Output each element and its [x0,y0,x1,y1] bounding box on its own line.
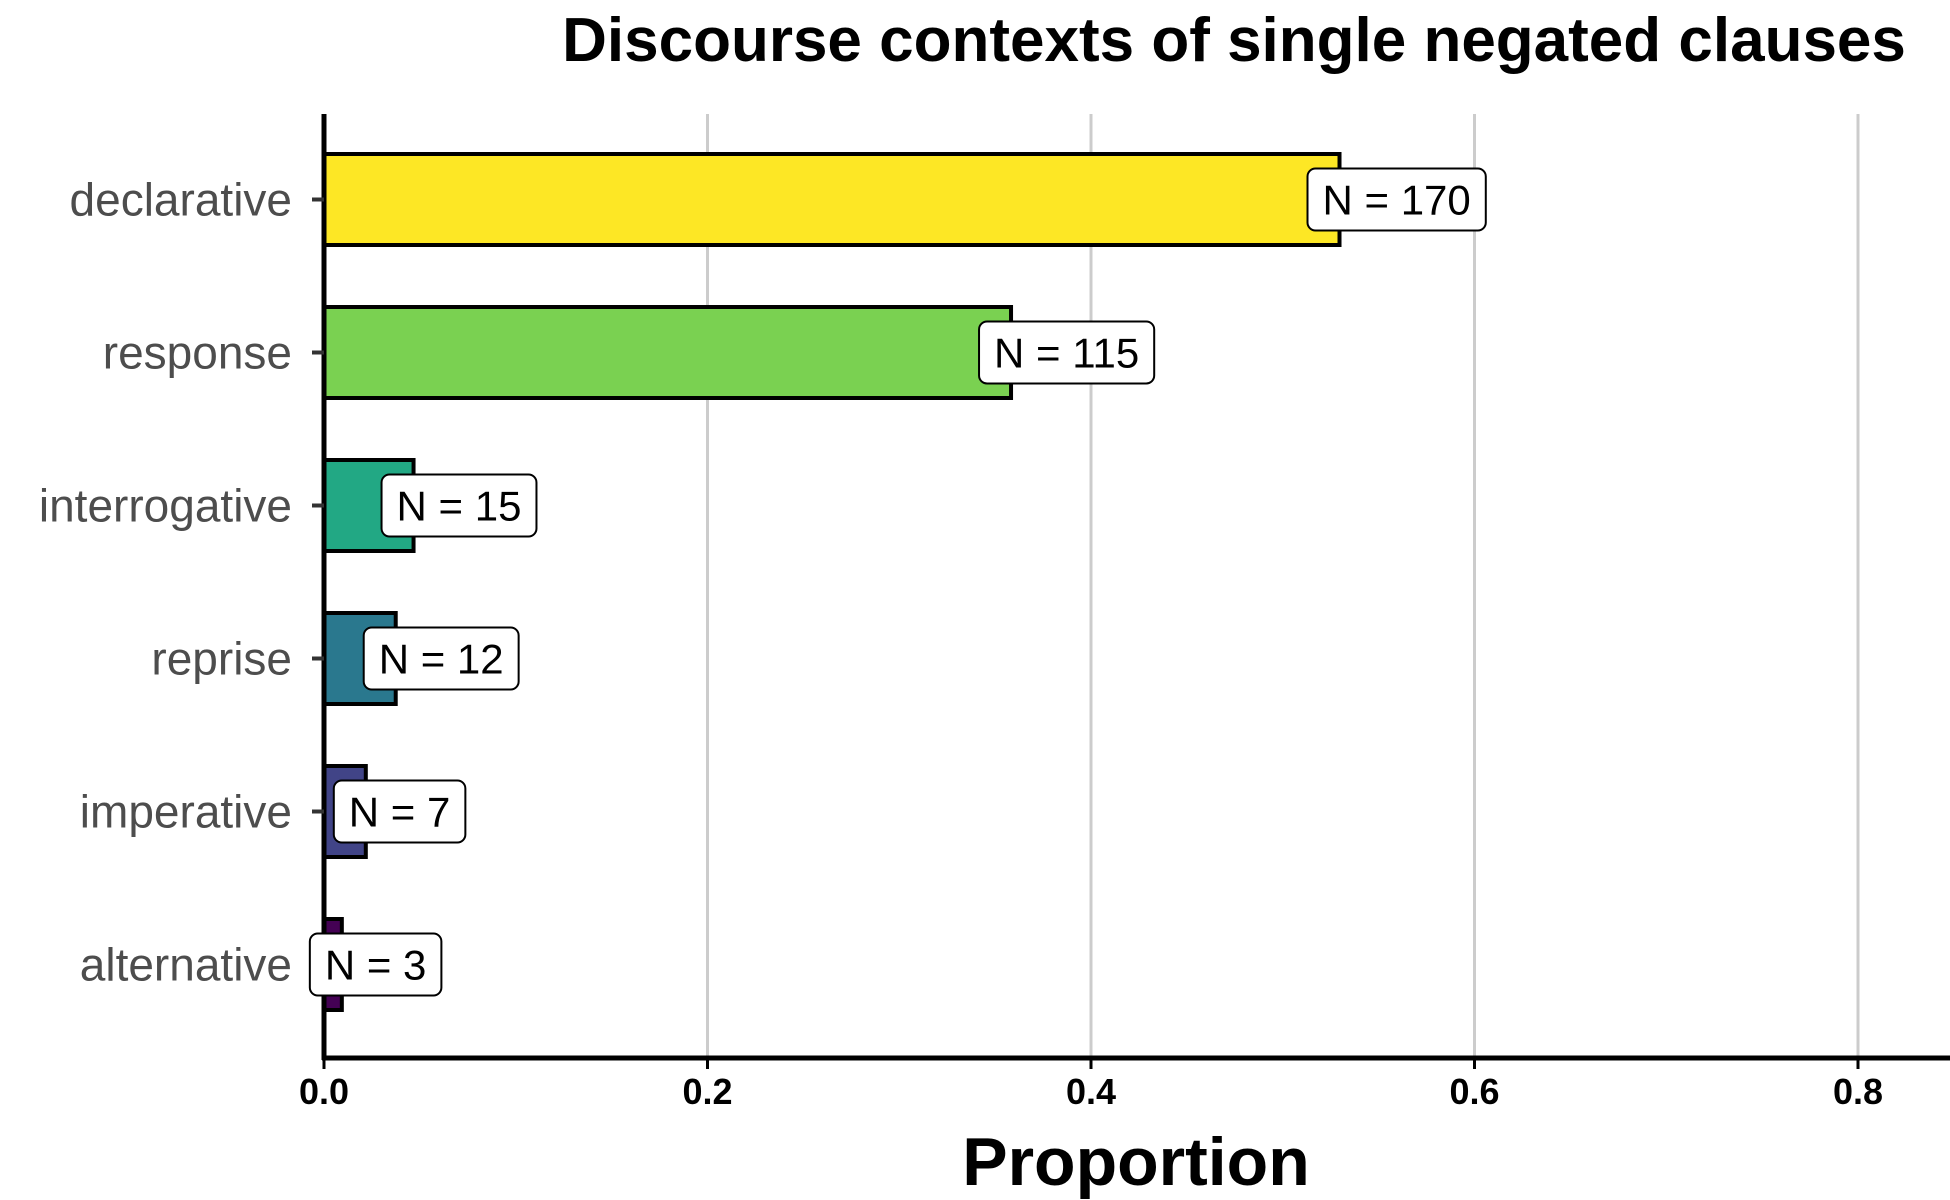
y-tick-label: response [103,327,292,379]
data-label: N = 3 [308,932,443,997]
data-label-text: N = 15 [397,483,522,530]
x-tick-label: 0.4 [1066,1071,1116,1112]
x-tick-label: 0.0 [299,1071,349,1112]
y-tick-label: alternative [80,939,292,991]
y-tick-label: declarative [70,174,292,226]
x-axis-title: Proportion [962,1124,1310,1200]
x-tick-label: 0.8 [1833,1071,1883,1112]
data-label: N = 12 [362,626,520,691]
data-label-box [978,320,1156,385]
data-label-box [362,626,520,691]
y-tick-label: interrogative [39,480,292,532]
gridlines [706,114,1860,1058]
bars [322,152,1342,1012]
data-label-text: N = 115 [994,330,1139,377]
data-label-box [332,779,467,844]
y-tick-label: imperative [80,786,292,838]
axes: 0.0 0.2 0.4 0.6 0.8 declarative response interr… [39,114,1950,1112]
bar-response [322,305,1014,400]
data-label-text: N = 3 [325,942,427,989]
data-labels: N = 170 N = 115 N = 15 N = 12 N = 7 N = 3 [308,167,1487,997]
data-label-box [380,473,538,538]
x-tick-label: 0.6 [1449,1071,1499,1112]
data-label: N = 7 [332,779,467,844]
data-label: N = 15 [380,473,538,538]
chart-title: Discourse contexts of single negated cla… [562,6,1906,75]
data-label: N = 115 [978,320,1156,385]
data-label-box [1306,167,1487,232]
bar-declarative [322,152,1342,247]
data-label-text: N = 12 [379,636,504,683]
data-label-text: N = 7 [349,789,451,836]
data-label: N = 170 [1306,167,1487,232]
data-label-text: N = 170 [1323,177,1471,224]
data-label-box [308,932,443,997]
y-tick-label: reprise [151,633,292,685]
x-tick-label: 0.2 [682,1071,732,1112]
